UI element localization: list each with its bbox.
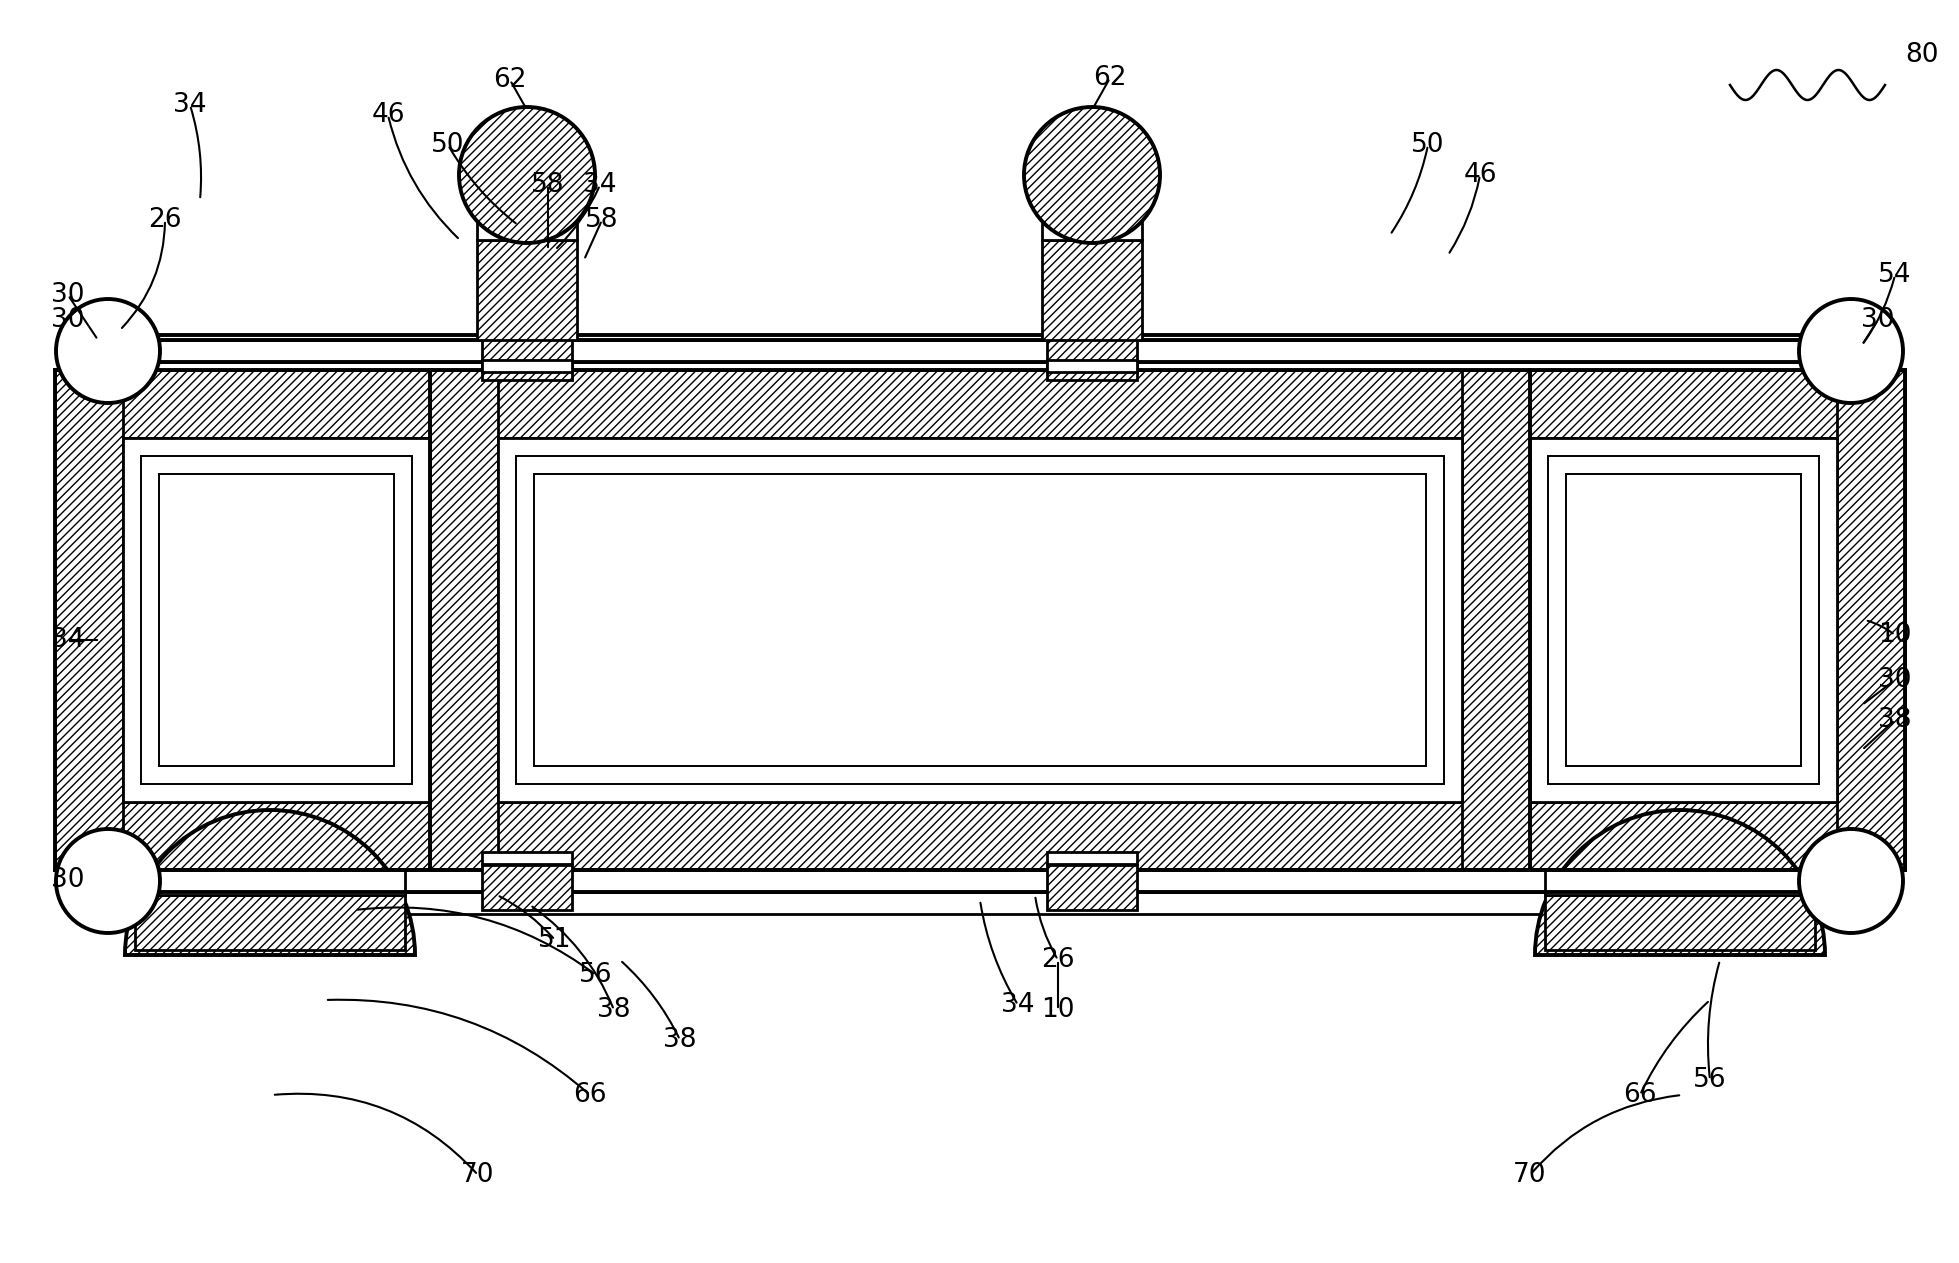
Bar [1565,474,1800,765]
Bar [429,370,498,870]
Text: 34: 34 [172,92,208,117]
Wedge shape [1536,810,1826,955]
Text: 62: 62 [494,67,527,93]
Bar [90,362,1869,370]
Text: 34: 34 [51,626,84,653]
Bar [1530,370,1904,438]
Text: 56: 56 [1693,1067,1726,1092]
Text: 30: 30 [51,866,84,893]
Bar [429,370,1530,438]
Text: 26: 26 [1042,947,1075,973]
Bar [123,438,429,802]
Text: 38: 38 [597,997,631,1023]
Text: 34: 34 [584,172,617,198]
Bar [55,802,429,870]
Text: 10: 10 [1042,997,1075,1023]
Bar [429,370,1530,870]
Bar [482,360,572,373]
Bar [1546,895,1814,950]
Text: 66: 66 [574,1082,607,1108]
Bar [1530,438,1838,802]
Text: 70: 70 [1512,1162,1548,1188]
Bar [55,370,123,870]
Bar [90,863,1869,870]
Bar [1838,370,1904,870]
Bar [1042,220,1142,240]
Bar [476,240,578,340]
Text: 38: 38 [664,1027,697,1053]
Text: 56: 56 [580,962,613,988]
Text: 30: 30 [1861,307,1894,333]
Text: 54: 54 [1879,261,1912,288]
Text: 50: 50 [431,133,464,158]
Circle shape [1025,107,1160,242]
Bar [159,474,394,765]
Bar [535,474,1426,765]
Bar [1046,865,1136,911]
Text: 38: 38 [1879,707,1912,733]
Bar [1530,802,1904,870]
Circle shape [1798,829,1902,933]
Bar [498,438,1461,802]
Bar [482,335,572,380]
Bar [1046,853,1136,864]
Text: 30: 30 [1879,667,1912,693]
Text: 26: 26 [149,207,182,232]
Bar [482,865,572,911]
Wedge shape [125,810,415,955]
Text: 30: 30 [51,282,84,308]
Bar [90,892,1869,914]
Bar [90,340,1869,362]
Bar [1046,360,1136,373]
Text: 34: 34 [1001,991,1034,1018]
Circle shape [57,299,161,403]
Bar [141,456,411,784]
Bar [515,456,1444,784]
Bar [55,370,429,438]
Text: 70: 70 [460,1162,496,1188]
Text: 80: 80 [1904,42,1939,68]
Text: 66: 66 [1624,1082,1657,1108]
Circle shape [57,829,161,933]
Text: 46: 46 [1463,162,1497,188]
Text: 62: 62 [1093,64,1126,91]
Text: 51: 51 [539,927,572,954]
Text: 46: 46 [372,102,406,128]
Bar [135,895,406,950]
Bar [135,870,406,895]
Circle shape [458,107,596,242]
Text: 58: 58 [586,207,619,232]
Bar [1546,870,1814,895]
Bar [1461,370,1530,870]
Circle shape [1798,299,1902,403]
Text: 10: 10 [1879,621,1912,648]
Bar [429,802,1530,870]
Bar [1042,240,1142,340]
Bar [1548,456,1820,784]
Text: 58: 58 [531,172,564,198]
Bar [1046,335,1136,380]
Bar [482,853,572,864]
Text: 30: 30 [51,307,84,333]
Bar [476,220,578,240]
Text: 50: 50 [1410,133,1444,158]
